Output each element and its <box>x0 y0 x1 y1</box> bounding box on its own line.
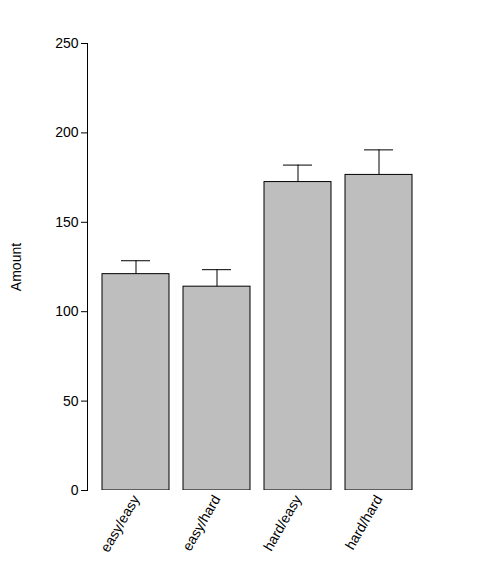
svg-text:hard/hard: hard/hard <box>342 492 386 552</box>
svg-text:100: 100 <box>55 303 79 319</box>
svg-text:250: 250 <box>55 35 79 51</box>
svg-text:150: 150 <box>55 214 79 230</box>
svg-text:200: 200 <box>55 124 79 140</box>
svg-text:easy/easy: easy/easy <box>97 492 142 555</box>
svg-text:0: 0 <box>71 482 79 498</box>
svg-text:Amount: Amount <box>8 243 24 291</box>
svg-text:hard/easy: hard/easy <box>260 492 305 553</box>
svg-text:easy/hard: easy/hard <box>179 492 224 553</box>
svg-text:50: 50 <box>63 393 79 409</box>
